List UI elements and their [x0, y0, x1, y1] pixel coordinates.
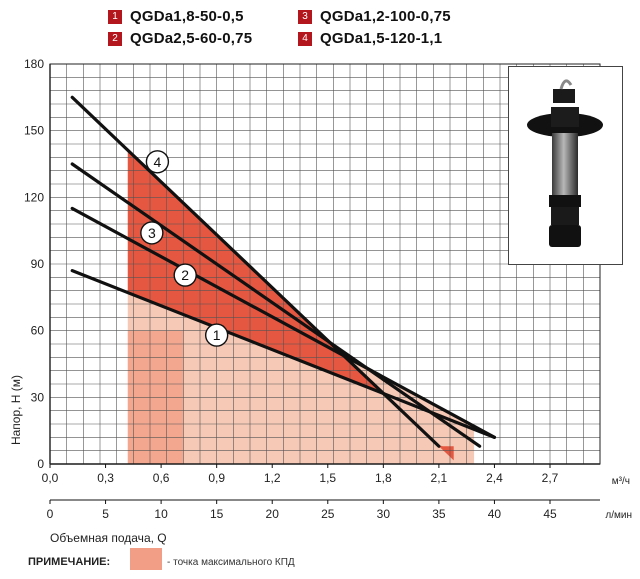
x-axis-label: Объемная подача, Q: [50, 531, 167, 545]
x-tick-lmin: 35: [432, 507, 446, 521]
x-tick-m3h: 0,6: [153, 471, 170, 485]
y-axis-label: Напор, H (м): [9, 375, 23, 445]
x-unit-bottom: л/мин: [605, 510, 632, 521]
curve-label-3: 3: [148, 225, 156, 241]
x-tick-lmin: 10: [154, 507, 168, 521]
note-text: - точка максимального КПД: [167, 557, 295, 568]
legend-label-2: QGDa2,5-60-0,75: [130, 30, 253, 47]
x-unit-top: м³/ч: [612, 476, 630, 487]
x-tick-lmin: 25: [321, 507, 335, 521]
x-tick-m3h: 2,4: [486, 471, 503, 485]
efficiency-zone-light: [127, 150, 475, 464]
curve-label-circle-3: [140, 221, 164, 245]
y-tick: 150: [24, 124, 44, 138]
curve-4: [70, 95, 441, 448]
curve-labels: 1 2 3 4: [140, 150, 229, 347]
x-tick-m3h: 0,9: [208, 471, 225, 485]
x-tick-lmin: 20: [266, 507, 280, 521]
curve-label-circle-4: [145, 150, 170, 174]
legend-item-2: 2 QGDa2,5-60-0,75: [108, 30, 252, 47]
x-tick-m3h: 1,2: [264, 471, 281, 485]
y-tick: 120: [24, 190, 44, 204]
legend-num-3: 3: [298, 9, 312, 24]
x-tick-lmin: 30: [377, 507, 391, 521]
curve-label-1: 1: [213, 327, 221, 343]
efficiency-swatch: [130, 548, 162, 570]
x-tick-m3h: 0,3: [97, 471, 114, 485]
legend-label-1: QGDa1,8-50-0,5: [130, 8, 244, 25]
x-tick-m3h: 2,1: [431, 471, 448, 485]
curve-label-circle-2: [173, 263, 197, 287]
x-tick-lmin: 40: [488, 507, 502, 521]
legend-num-1: 1: [108, 9, 122, 24]
curve-label-4: 4: [154, 154, 162, 170]
x-tick-lmin: 15: [210, 507, 224, 521]
x-tick-lmin: 0: [47, 507, 54, 521]
y-tick: 0: [37, 457, 44, 471]
x-tick-m3h: 1,5: [319, 471, 336, 485]
legend-num-4: 4: [298, 31, 312, 46]
x-tick-m3h: 0,0: [42, 471, 59, 485]
y-tick: 30: [31, 390, 45, 404]
legend-num-2: 2: [108, 31, 122, 46]
x-tick-lmin: 45: [543, 507, 557, 521]
legend-item-1: 1 QGDa1,8-50-0,5: [108, 8, 244, 25]
x-tick-m3h: 1,8: [375, 471, 392, 485]
pump-image-icon: [527, 79, 603, 247]
x-tick-m3h: 2,7: [542, 471, 559, 485]
tick-labels: 0,0 0,3 0,6 0,9 1,2 1,5 1,8 2,1 2,4 2,70 5 10 15 20 25…: [9, 57, 632, 545]
legend-label-3: QGDa1,2-100-0,75: [320, 8, 451, 25]
x-tick-lmin: 5: [102, 507, 109, 521]
curve-label-2: 2: [181, 267, 189, 283]
y-tick: 180: [24, 57, 44, 71]
pump-curves: [70, 95, 497, 448]
legend-label-4: QGDa1,5-120-1,1: [320, 30, 443, 47]
note-label: ПРИМЕЧАНИЕ:: [28, 556, 111, 568]
pump-photo: [508, 66, 623, 265]
legend-item-4: 4 QGDa1,5-120-1,1: [298, 30, 442, 47]
curve-label-circle-1: [204, 323, 229, 347]
curve-2: [70, 206, 497, 439]
y-tick: 60: [31, 324, 45, 338]
curve-3: [70, 162, 482, 448]
legend-item-3: 3 QGDa1,2-100-0,75: [298, 8, 451, 25]
y-tick: 90: [31, 257, 45, 271]
